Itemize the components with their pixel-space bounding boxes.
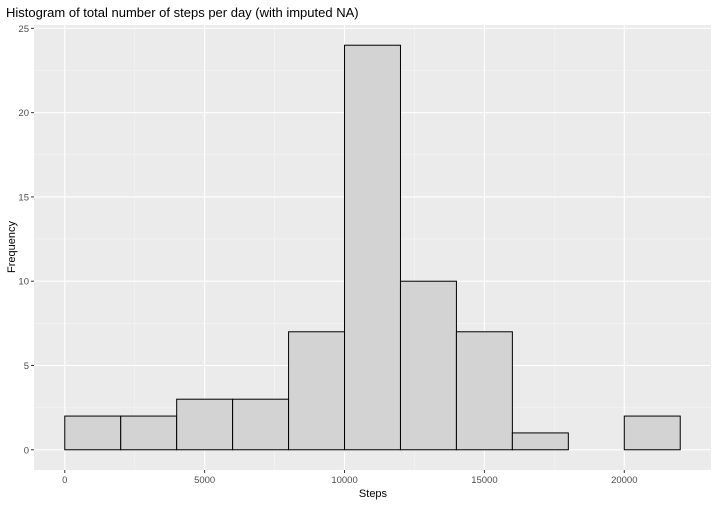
- histogram-bar: [120, 415, 178, 451]
- x-tick-label: 10000: [331, 475, 357, 486]
- y-tick-label: 25: [18, 24, 29, 35]
- x-axis: 0 5000 10000 15000 20000: [62, 470, 637, 486]
- histogram-bar: [511, 432, 569, 451]
- y-tick-label: 5: [24, 361, 29, 372]
- y-tick-label: 10: [18, 277, 29, 288]
- histogram-bar: [455, 331, 513, 451]
- x-tick-label: 20000: [611, 475, 637, 486]
- histogram-bars: [64, 44, 681, 451]
- histogram-bar: [344, 44, 401, 451]
- y-tick-label: 15: [18, 192, 29, 203]
- y-axis: 0 5 10 15 20 25: [18, 24, 34, 456]
- histogram-bar: [232, 398, 290, 451]
- histogram-bar: [176, 398, 234, 451]
- histogram-bar: [623, 415, 681, 451]
- x-tick-label: 5000: [194, 475, 215, 486]
- chart-title: Histogram of total number of steps per d…: [6, 5, 359, 20]
- y-axis-title: Frequency: [6, 221, 18, 273]
- y-tick-label: 20: [18, 108, 29, 119]
- histogram-bar: [288, 331, 346, 451]
- y-tick-label: 0: [24, 445, 29, 456]
- histogram-bar: [64, 415, 122, 451]
- x-axis-title: Steps: [359, 488, 388, 500]
- histogram-bar: [399, 280, 457, 451]
- x-tick-label: 0: [62, 475, 67, 486]
- x-tick-label: 15000: [471, 475, 497, 486]
